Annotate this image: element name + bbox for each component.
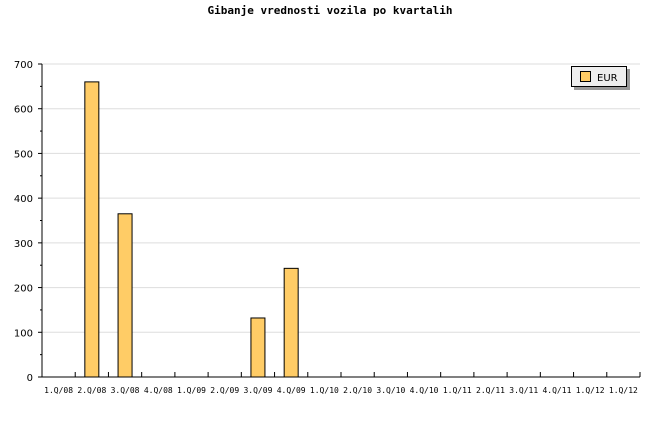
x-tick-label: 1.Q/09 (177, 386, 206, 395)
x-tick-label: 3.Q/10 (376, 386, 405, 395)
x-tick-label: 4.Q/09 (277, 386, 306, 395)
x-tick-label: 1.Q/10 (310, 386, 339, 395)
x-tick-label: 3.Q/11 (509, 386, 538, 395)
chart-title: Gibanje vrednosti vozila po kvartalih (207, 4, 453, 17)
x-tick-label: 3.Q/08 (111, 386, 140, 395)
y-tick-label: 0 (27, 373, 33, 384)
bar-3.Q/09 (250, 317, 266, 378)
bar-3.Q/08 (117, 213, 133, 378)
bar-4.Q/09 (283, 267, 299, 378)
x-tick-label: 2.Q/10 (343, 386, 372, 395)
y-tick-label: 300 (14, 239, 33, 250)
x-tick-label: 2.Q/09 (210, 386, 239, 395)
y-tick-label: 100 (14, 328, 33, 339)
legend-swatch (580, 71, 591, 82)
x-tick-label: 1.Q/12 (609, 386, 638, 395)
x-tick-label: 1.Q/11 (443, 386, 472, 395)
x-tick-label: 1.Q/08 (44, 386, 73, 395)
x-tick-label: 2.Q/08 (77, 386, 106, 395)
y-tick-label: 500 (14, 149, 33, 160)
y-tick-label: 700 (14, 60, 33, 71)
y-tick-label: 600 (14, 105, 33, 116)
x-tick-label: 4.Q/11 (542, 386, 571, 395)
x-tick-label: 4.Q/08 (144, 386, 173, 395)
x-tick-label: 4.Q/10 (410, 386, 439, 395)
legend-label: EUR (597, 73, 618, 84)
y-tick-label: 200 (14, 284, 33, 295)
bar-2.Q/08 (84, 81, 100, 378)
x-tick-label: 3.Q/09 (243, 386, 272, 395)
x-tick-label: 2.Q/11 (476, 386, 505, 395)
y-tick-label: 400 (14, 194, 33, 205)
x-tick-label: 1.Q/12 (576, 386, 605, 395)
